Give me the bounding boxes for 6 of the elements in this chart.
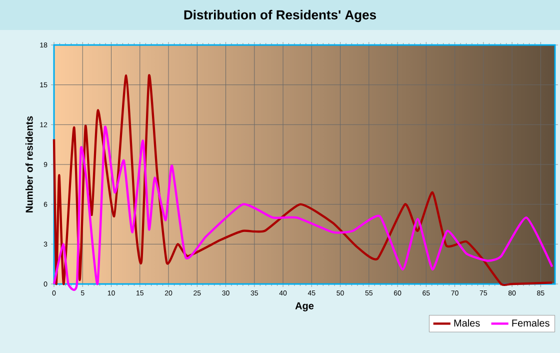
legend-label: Males	[454, 319, 480, 327]
line-series	[52, 74, 554, 286]
y-axis-title: Number of residents	[25, 116, 33, 212]
x-axis-title: Age	[295, 302, 314, 312]
chart-title: Distribution of Residents' Ages	[184, 10, 376, 22]
legend-label: Females	[512, 319, 550, 327]
